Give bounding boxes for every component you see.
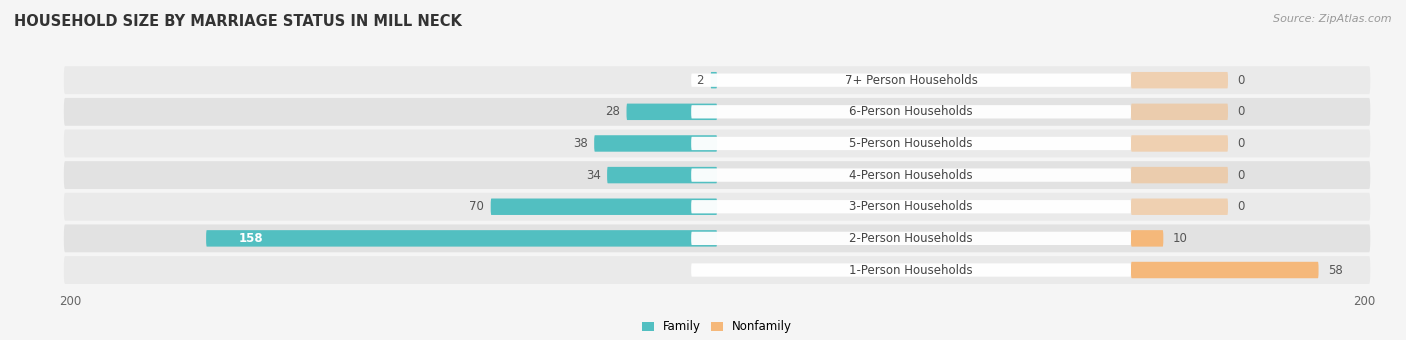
FancyBboxPatch shape — [491, 199, 717, 215]
Text: 70: 70 — [470, 200, 484, 213]
Text: 5-Person Households: 5-Person Households — [849, 137, 973, 150]
Text: 58: 58 — [1329, 264, 1343, 276]
Text: 6-Person Households: 6-Person Households — [849, 105, 973, 118]
FancyBboxPatch shape — [627, 104, 717, 120]
Text: Source: ZipAtlas.com: Source: ZipAtlas.com — [1274, 14, 1392, 23]
FancyBboxPatch shape — [1130, 167, 1227, 183]
FancyBboxPatch shape — [692, 73, 1130, 87]
FancyBboxPatch shape — [63, 66, 1371, 94]
FancyBboxPatch shape — [63, 98, 1371, 126]
FancyBboxPatch shape — [692, 168, 1130, 182]
Text: 0: 0 — [1237, 137, 1246, 150]
FancyBboxPatch shape — [692, 232, 1130, 245]
FancyBboxPatch shape — [607, 167, 717, 183]
FancyBboxPatch shape — [63, 193, 1371, 221]
Text: 0: 0 — [1237, 74, 1246, 87]
FancyBboxPatch shape — [595, 135, 717, 152]
FancyBboxPatch shape — [692, 105, 1130, 118]
FancyBboxPatch shape — [207, 230, 717, 246]
FancyBboxPatch shape — [692, 200, 1130, 214]
Text: 3-Person Households: 3-Person Households — [849, 200, 973, 213]
FancyBboxPatch shape — [63, 130, 1371, 157]
FancyBboxPatch shape — [692, 137, 1130, 150]
Text: 2-Person Households: 2-Person Households — [849, 232, 973, 245]
FancyBboxPatch shape — [692, 264, 1130, 277]
FancyBboxPatch shape — [1130, 230, 1163, 246]
Text: HOUSEHOLD SIZE BY MARRIAGE STATUS IN MILL NECK: HOUSEHOLD SIZE BY MARRIAGE STATUS IN MIL… — [14, 14, 463, 29]
Text: 4-Person Households: 4-Person Households — [849, 169, 973, 182]
FancyBboxPatch shape — [63, 224, 1371, 252]
Text: 0: 0 — [1237, 105, 1246, 118]
Text: 28: 28 — [605, 105, 620, 118]
FancyBboxPatch shape — [1130, 72, 1227, 88]
FancyBboxPatch shape — [63, 161, 1371, 189]
FancyBboxPatch shape — [1130, 262, 1319, 278]
Text: 158: 158 — [239, 232, 263, 245]
Text: 2: 2 — [696, 74, 704, 87]
Text: 38: 38 — [574, 137, 588, 150]
Text: 34: 34 — [586, 169, 600, 182]
FancyBboxPatch shape — [1130, 104, 1227, 120]
Text: 0: 0 — [1237, 200, 1246, 213]
Legend: Family, Nonfamily: Family, Nonfamily — [643, 320, 792, 333]
Text: 1-Person Households: 1-Person Households — [849, 264, 973, 276]
Text: 7+ Person Households: 7+ Person Households — [845, 74, 977, 87]
FancyBboxPatch shape — [1130, 199, 1227, 215]
FancyBboxPatch shape — [63, 256, 1371, 284]
FancyBboxPatch shape — [1130, 135, 1227, 152]
FancyBboxPatch shape — [710, 72, 717, 88]
Text: 0: 0 — [1237, 169, 1246, 182]
Text: 10: 10 — [1173, 232, 1188, 245]
